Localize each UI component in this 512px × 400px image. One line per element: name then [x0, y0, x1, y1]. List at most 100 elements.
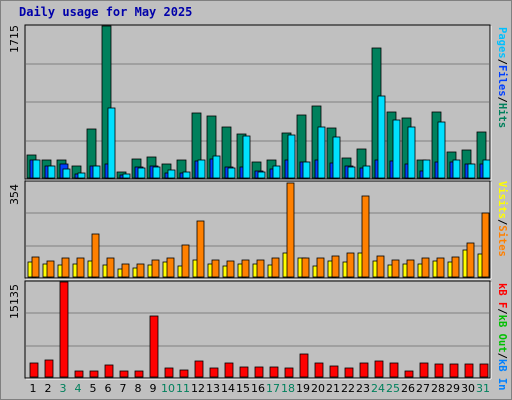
sites-bar [241, 259, 250, 278]
legend-entry: Hits [496, 102, 508, 129]
day-label: 9 [149, 382, 157, 395]
legend-entry: / [496, 218, 508, 226]
sites-bar [436, 257, 445, 278]
sites-bar [391, 259, 400, 278]
day-label: 3 [59, 382, 67, 395]
pages-bar [152, 166, 161, 179]
kb-bar [89, 370, 99, 378]
sites-bar [376, 255, 385, 278]
sites-bar [406, 259, 415, 278]
day-label: 2 [44, 382, 52, 395]
day-label: 17 [266, 382, 280, 395]
day-label: 23 [356, 382, 370, 395]
legend-hits-files-pages: Pages/Files/Hits [495, 27, 509, 128]
kb-bar [269, 366, 279, 378]
pages-bar [137, 167, 146, 179]
pages-bar [62, 168, 71, 179]
kb-bar [359, 362, 369, 378]
pages-bar [227, 167, 236, 179]
kb-bar [449, 363, 459, 378]
kb-bar [389, 362, 399, 378]
kb-bar [134, 370, 144, 378]
day-label: 25 [386, 382, 400, 395]
legend-entry: Pages [496, 27, 508, 59]
pages-bar [257, 171, 266, 179]
kb-bar [74, 370, 84, 378]
day-label: 5 [89, 382, 97, 395]
sites-bar [136, 263, 145, 278]
sites-bar [166, 257, 175, 278]
kb-bar [419, 362, 429, 378]
pages-bar [272, 165, 281, 179]
day-label: 30 [461, 382, 475, 395]
pages-bar [107, 107, 116, 179]
kb-bar [164, 367, 174, 378]
day-label: 28 [431, 382, 445, 395]
day-label: 15 [236, 382, 250, 395]
pages-bar [347, 166, 356, 179]
kb-bar [119, 370, 129, 378]
pages-bar [332, 136, 341, 179]
legend-entry: Visits [496, 181, 508, 219]
pages-bar [392, 119, 401, 179]
pages-bar [77, 172, 86, 179]
sites-bar [316, 257, 325, 278]
day-label: 13 [206, 382, 220, 395]
legend-entry: kB In [496, 358, 508, 391]
pages-bar [437, 121, 446, 179]
day-label: 22 [341, 382, 355, 395]
panel-frame [24, 280, 491, 379]
legend-entry: kB Out [496, 314, 508, 353]
sites-bar [256, 259, 265, 278]
sites-bar [466, 242, 475, 278]
kb-bar [299, 353, 309, 378]
legend-visits-sites: Visits/Sites [495, 181, 509, 257]
sites-bar [91, 233, 100, 278]
pages-bar [47, 165, 56, 179]
sites-bar [76, 257, 85, 278]
legend-entry: / [496, 96, 508, 103]
sites-bar [46, 260, 55, 278]
sites-bar [331, 255, 340, 278]
kb-bar [194, 360, 204, 378]
pages-bar [212, 155, 221, 179]
pages-bar [362, 165, 371, 179]
legend-kb: kB F/kB Out/kB In [495, 283, 509, 391]
day-label: 10 [161, 382, 175, 395]
sites-bar [31, 256, 40, 278]
day-label: 16 [251, 382, 265, 395]
day-label: 19 [296, 382, 310, 395]
pages-bar [197, 159, 206, 179]
pages-bar [407, 126, 416, 179]
day-label: 20 [311, 382, 325, 395]
sites-bar [481, 212, 490, 278]
day-label: 18 [281, 382, 295, 395]
kb-bar [179, 369, 189, 378]
sites-bar [451, 256, 460, 278]
sites-bar [106, 257, 115, 278]
sites-bar [361, 195, 370, 278]
pages-bar [182, 171, 191, 179]
sites-bar [301, 257, 310, 278]
sites-bar [181, 244, 190, 278]
day-label: 7 [119, 382, 127, 395]
kb-bar [434, 363, 444, 378]
legend-entry: / [496, 58, 508, 65]
kb-bar [224, 362, 234, 378]
kb-bar [44, 359, 54, 378]
day-label: 24 [371, 382, 385, 395]
kb-ymax-label: 15135 [8, 284, 21, 319]
day-label: 1 [29, 382, 37, 395]
legend-entry: / [496, 352, 508, 359]
day-label: 8 [134, 382, 142, 395]
sites-bar [211, 259, 220, 278]
legend-entry: / [496, 308, 508, 315]
pages-bar [242, 135, 251, 179]
kb-bar [374, 360, 384, 378]
pages-bar [467, 163, 476, 179]
legend-entry: kB F [496, 283, 508, 309]
kb-bar [149, 315, 159, 378]
kb-bar [239, 366, 249, 378]
